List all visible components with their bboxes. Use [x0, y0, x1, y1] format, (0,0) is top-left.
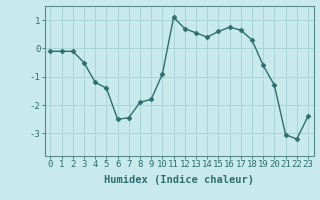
X-axis label: Humidex (Indice chaleur): Humidex (Indice chaleur) [104, 175, 254, 185]
